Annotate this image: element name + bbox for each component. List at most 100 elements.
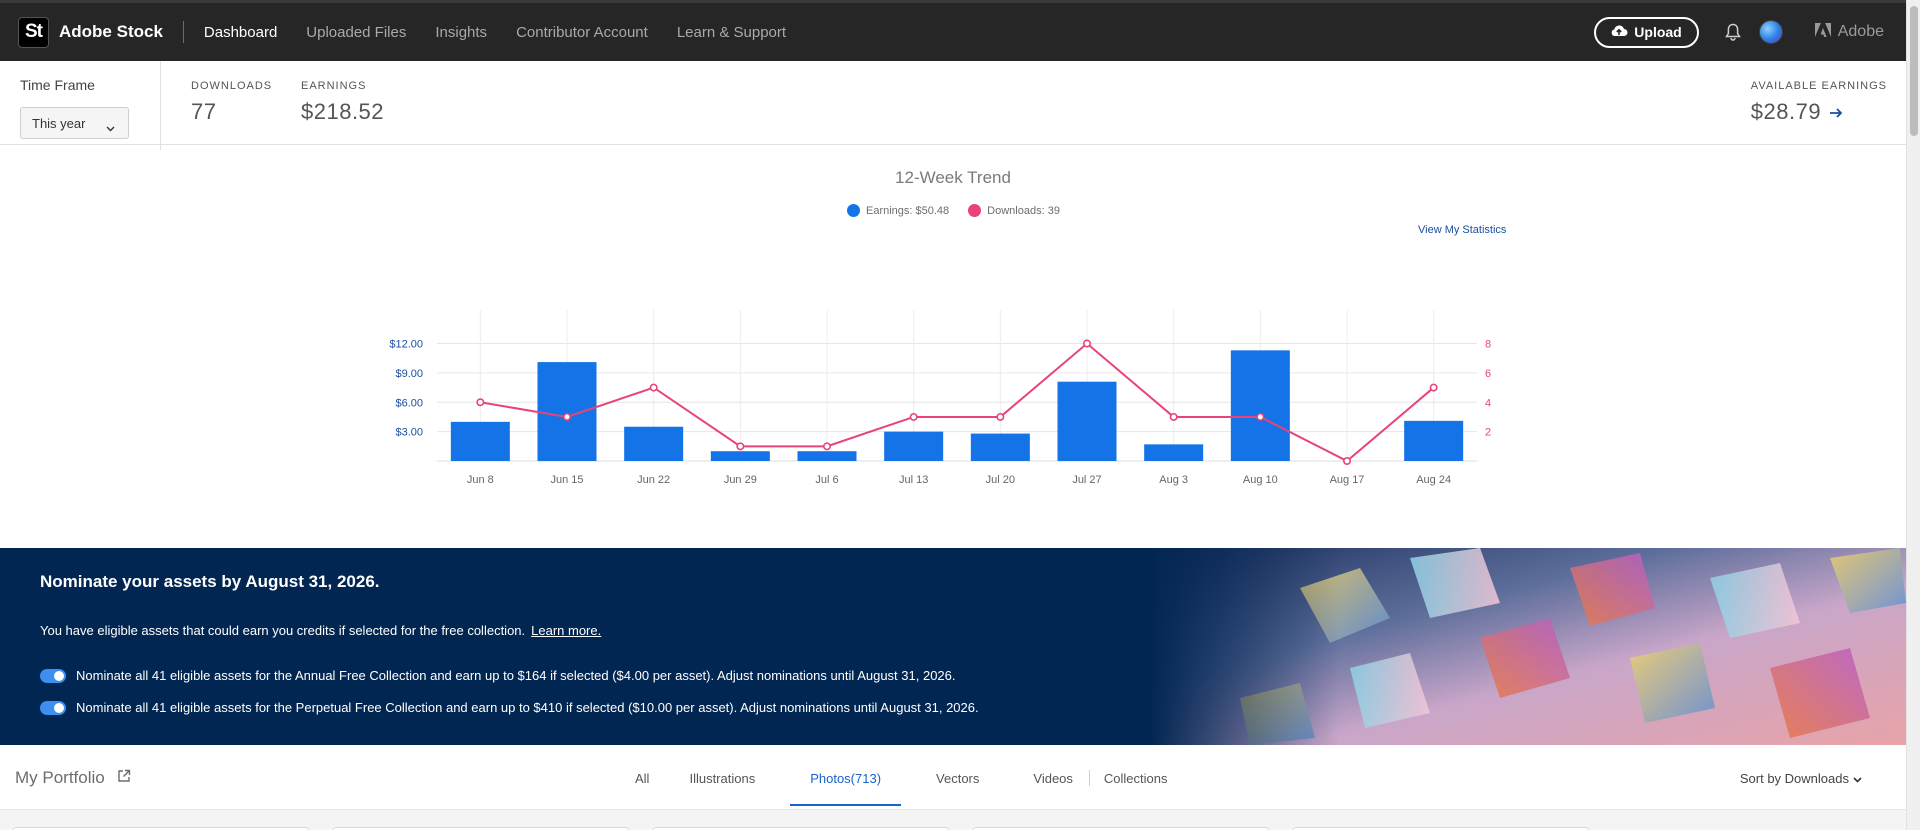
adobe-label: Adobe <box>1837 23 1884 40</box>
trend-chart: $3.00 $6.00 $9.00 $12.00 2 4 6 8 Jun 8 Jun 15 Jun … <box>389 310 1491 486</box>
x-axis-tick-label: Jun 8 <box>467 474 494 486</box>
brand[interactable]: St Adobe Stock <box>18 16 163 48</box>
downloads-value: 77 <box>191 99 217 124</box>
external-link-icon <box>117 768 131 788</box>
adobe-menu[interactable]: Adobe <box>1814 22 1884 42</box>
banner-description: You have eligible assets that could earn… <box>40 623 526 638</box>
adobe-stock-logo: St <box>18 16 49 48</box>
legend-downloads-label: Downloads: 39 <box>987 204 1060 217</box>
banner-text: You have eligible assets that could earn… <box>40 623 601 638</box>
legend-earnings: Earnings: $50.48 <box>847 204 949 217</box>
nav-insights[interactable]: Insights <box>435 23 488 41</box>
upload-button-label: Upload <box>1634 24 1682 40</box>
earnings-bar <box>884 431 944 461</box>
learn-more-link[interactable]: Learn more. <box>531 623 602 638</box>
arrow-right-icon <box>1829 99 1843 125</box>
x-axis-tick-label: Aug 17 <box>1330 474 1365 486</box>
earnings-bar <box>1230 350 1290 461</box>
avatar[interactable] <box>1758 20 1783 44</box>
bell-icon[interactable] <box>1723 22 1743 42</box>
y-axis-left-tick-label: $3.00 <box>395 427 423 439</box>
x-axis-tick-label: Aug 24 <box>1416 474 1451 486</box>
downloads-point <box>1343 457 1352 466</box>
x-axis-tick-label: Jul 13 <box>899 474 928 486</box>
tab-photos[interactable]: Photos(713) <box>790 770 901 806</box>
portfolio-title-link[interactable]: My Portfolio <box>15 768 131 788</box>
app-name: Adobe Stock <box>59 22 163 41</box>
tab-divider <box>1088 770 1090 786</box>
available-earnings-label: AVAILABLE EARNINGS <box>1750 80 1887 92</box>
tab-illustrations[interactable]: Illustrations <box>689 770 756 786</box>
asset-card[interactable] <box>1293 827 1589 830</box>
x-axis-tick-label: Jul 20 <box>986 474 1015 486</box>
tab-vectors[interactable]: Vectors <box>936 770 980 786</box>
legend-earnings-swatch <box>847 204 860 217</box>
chevron-down-icon <box>1853 771 1862 786</box>
portfolio-header: My Portfolio All Illustrations Photos(71… <box>0 745 1906 810</box>
nav-dashboard[interactable]: Dashboard <box>203 23 278 41</box>
perpetual-collection-label: Nominate all 41 eligible assets for the … <box>76 700 979 715</box>
downloads-point <box>1169 412 1178 421</box>
x-axis-tick-label: Jun 29 <box>724 474 757 486</box>
portfolio-title: My Portfolio <box>15 768 105 787</box>
timeframe-label: Time Frame <box>20 77 95 93</box>
y-axis-right-tick-label: 8 <box>1485 339 1491 351</box>
y-axis-right-tick-label: 6 <box>1485 368 1491 380</box>
earnings-bar <box>450 421 510 461</box>
tab-videos[interactable]: Videos <box>1033 770 1073 786</box>
tab-all[interactable]: All <box>635 770 650 786</box>
banner-title: Nominate your assets by August 31, 2026. <box>40 572 380 591</box>
earnings-bar <box>797 451 857 461</box>
nav-uploaded-files[interactable]: Uploaded Files <box>306 23 407 41</box>
downloads-point <box>649 383 658 392</box>
downloads-point <box>476 398 485 407</box>
earnings-bar <box>537 362 597 461</box>
earnings-bar <box>710 451 770 461</box>
downloads-point <box>1256 412 1265 421</box>
main-nav: Dashboard Uploaded Files Insights Contri… <box>204 24 815 41</box>
earnings-stat: EARNINGS $218.52 <box>301 80 384 125</box>
top-right-actions: Upload Adobe <box>1594 3 1906 61</box>
legend-downloads: Downloads: 39 <box>968 204 1060 217</box>
nav-contributor-account[interactable]: Contributor Account <box>516 23 648 41</box>
x-axis-tick-label: Aug 3 <box>1159 474 1188 486</box>
asset-card[interactable] <box>333 827 629 830</box>
sort-label: Sort by Downloads <box>1739 771 1849 786</box>
x-axis-tick-label: Jun 15 <box>550 474 583 486</box>
chevron-down-icon <box>106 120 115 135</box>
asset-card[interactable] <box>973 827 1269 830</box>
x-axis-tick-label: Jul 6 <box>815 474 838 486</box>
downloads-point <box>822 442 831 451</box>
downloads-point <box>1083 339 1092 348</box>
available-earnings-link[interactable]: $28.79 <box>1751 99 1887 125</box>
scrollbar-thumb[interactable] <box>1910 6 1918 136</box>
downloads-point <box>996 412 1005 421</box>
downloads-point <box>909 412 918 421</box>
x-axis-tick-label: Aug 10 <box>1243 474 1278 486</box>
timeframe-select[interactable]: This year <box>20 107 129 139</box>
perpetual-collection-toggle[interactable] <box>40 700 66 715</box>
sort-dropdown[interactable]: Sort by Downloads <box>1740 771 1862 786</box>
tab-collections[interactable]: Collections <box>1103 770 1168 786</box>
vertical-scrollbar[interactable] <box>1906 0 1920 830</box>
earnings-label: EARNINGS <box>301 80 367 92</box>
legend-earnings-label: Earnings: $50.48 <box>866 204 950 217</box>
annual-collection-row: Nominate all 41 eligible assets for the … <box>40 668 956 683</box>
earnings-bar <box>1404 420 1464 461</box>
nomination-banner: Nominate your assets by August 31, 2026.… <box>0 548 1906 745</box>
earnings-bar <box>1057 381 1117 461</box>
timeframe-value: This year <box>32 115 86 131</box>
portfolio-tabs: All Illustrations Photos(713) Vectors Vi… <box>635 770 1168 806</box>
nav-learn-support[interactable]: Learn & Support <box>676 23 787 41</box>
asset-card[interactable] <box>13 827 309 830</box>
asset-card[interactable] <box>653 827 949 830</box>
downloads-point <box>736 442 745 451</box>
downloads-label: DOWNLOADS <box>191 80 273 92</box>
upload-button[interactable]: Upload <box>1594 16 1699 48</box>
annual-collection-toggle[interactable] <box>40 668 66 683</box>
view-statistics-link[interactable]: View My Statistics <box>1418 224 1507 236</box>
earnings-bar <box>1144 444 1204 461</box>
brand-divider <box>182 21 184 43</box>
y-axis-right-tick-label: 2 <box>1485 427 1491 439</box>
y-axis-right-tick-label: 4 <box>1485 397 1491 409</box>
